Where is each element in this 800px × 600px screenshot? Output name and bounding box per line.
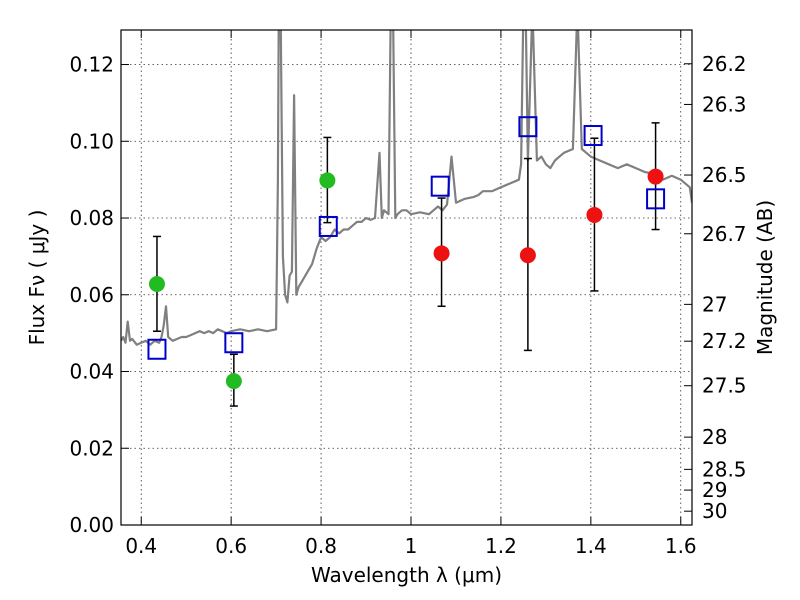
y-axis-label: Flux Fν ( μJy ) [25, 210, 49, 346]
model-point [224, 332, 244, 354]
plot-frame [120, 29, 693, 526]
right-tick-label: 27.2 [702, 329, 747, 353]
y-tick-label: 0.00 [69, 513, 114, 537]
x-tick-label: 0.8 [305, 534, 337, 558]
right-tick-label: 26.2 [702, 52, 747, 76]
right-tick-label: 30 [702, 499, 727, 523]
model-point [646, 188, 666, 210]
right-tick-label: 28.5 [702, 457, 747, 481]
errorbar-layer [152, 122, 660, 407]
data-point [148, 276, 165, 293]
x-axis-label: Wavelength λ (μm) [311, 563, 502, 587]
right-tick-label: 29 [702, 478, 727, 502]
right-tick-label: 26.5 [702, 163, 747, 187]
right-tick-label: 27 [702, 292, 727, 316]
x-tick-label: 1.6 [665, 534, 697, 558]
spectrum-line [121, 30, 692, 346]
model-point [583, 125, 603, 147]
x-tick-label: 0.6 [215, 534, 247, 558]
data-point [433, 245, 450, 262]
grid [121, 30, 692, 526]
data-point [319, 172, 336, 189]
y-tick-label: 0.04 [69, 360, 114, 384]
spectrum-layer [121, 30, 692, 346]
data-point [225, 373, 242, 390]
y-tick-label: 0.10 [69, 129, 114, 153]
tick-layer: 0.4 0.6 0.8 1 1.2 1.4 1.6 0.00 0.02 0.04 0.06 0.08 0… [69, 30, 747, 558]
model-point [518, 116, 538, 138]
right-tick-label: 26.7 [702, 222, 747, 246]
marker-layer [147, 116, 666, 390]
right-tick-label: 28 [702, 425, 727, 449]
model-point [147, 338, 167, 360]
right-tick-label: 26.3 [702, 92, 747, 116]
y-tick-label: 0.02 [69, 436, 114, 460]
right-axis-label: Magnitude (AB) [753, 200, 777, 355]
data-point [586, 206, 603, 223]
y-tick-label: 0.06 [69, 283, 114, 307]
y-tick-label: 0.12 [69, 53, 114, 77]
data-point [519, 247, 536, 264]
model-point [430, 175, 450, 197]
data-point [647, 168, 664, 185]
x-tick-label: 1.4 [575, 534, 607, 558]
model-point [318, 215, 338, 237]
right-tick-label: 27.5 [702, 374, 747, 398]
x-tick-label: 1.2 [485, 534, 517, 558]
x-tick-label: 1 [405, 534, 418, 558]
x-tick-label: 0.4 [125, 534, 157, 558]
y-tick-label: 0.08 [69, 206, 114, 230]
